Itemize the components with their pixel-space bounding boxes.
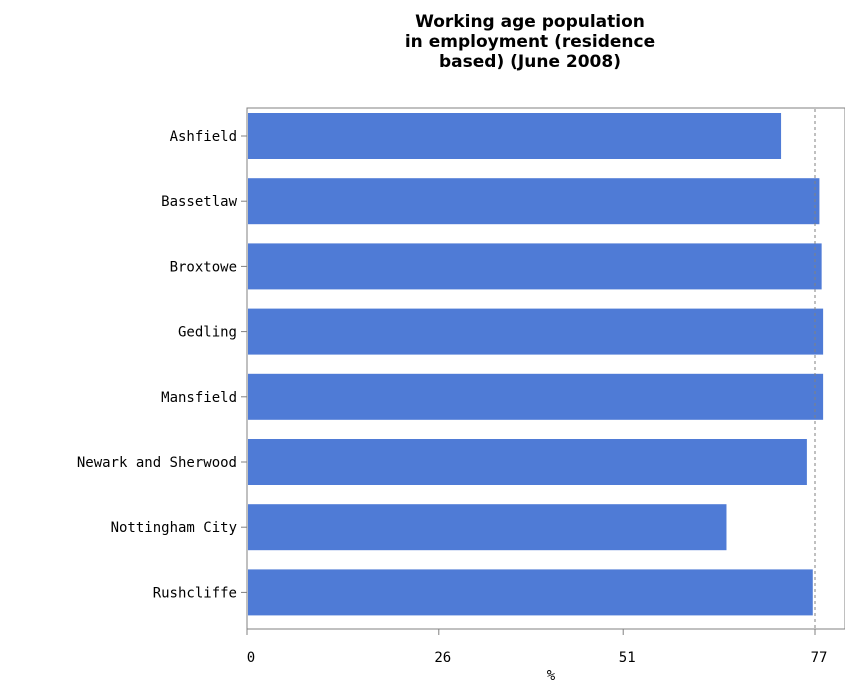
y-tick-label: Nottingham City <box>111 520 237 536</box>
y-tick-label: Rushcliffe <box>153 585 237 601</box>
bar-newark-and-sherwood <box>248 439 807 485</box>
chart-title-line-3: based) (June 2008) <box>439 52 621 72</box>
bar-gedling <box>248 308 824 355</box>
chart-title-line-2: in employment (residence <box>404 32 656 52</box>
y-tick-label: Ashfield <box>170 129 237 145</box>
x-tick-label: 0 <box>247 650 255 666</box>
chart-title-line-1: Working age population <box>415 12 645 32</box>
y-tick-label: Newark and Sherwood <box>77 455 237 471</box>
y-tick-label: Broxtowe <box>170 259 237 275</box>
x-tick-label: 77 <box>811 650 828 666</box>
x-tick-label: 51 <box>619 650 636 666</box>
y-tick-label: Mansfield <box>161 390 237 406</box>
y-tick-label: Gedling <box>178 325 237 341</box>
bar-bassetlaw <box>248 178 820 225</box>
x-tick-label: 26 <box>434 650 451 666</box>
x-axis-label: % <box>547 668 556 684</box>
bar-mansfield <box>248 373 824 420</box>
chart-title: Working age population in employment (re… <box>340 12 720 72</box>
y-tick-label: Bassetlaw <box>161 194 237 210</box>
bar-nottingham-city <box>248 504 727 551</box>
bar-rushcliffe <box>248 569 813 616</box>
bar-broxtowe <box>248 243 822 290</box>
bar-ashfield <box>248 113 782 159</box>
